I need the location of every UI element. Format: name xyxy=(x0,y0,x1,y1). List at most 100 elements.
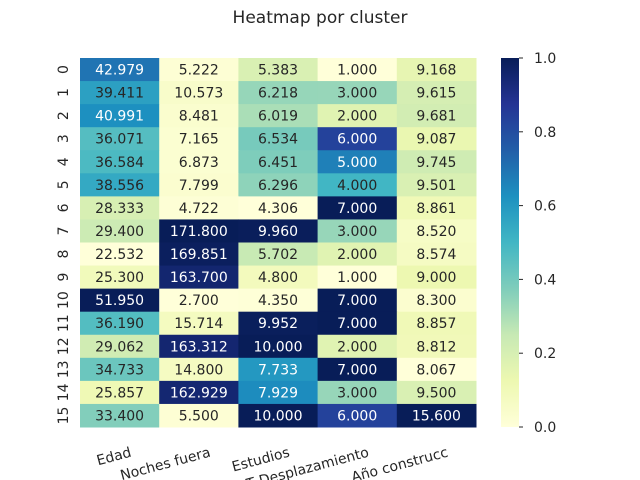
cell-value-label: 6.451 xyxy=(258,155,298,171)
heatmap-cell xyxy=(80,173,160,197)
cell-value-label: 8.574 xyxy=(416,247,456,263)
heatmap-cell xyxy=(80,265,160,290)
cell-value-label: 6.534 xyxy=(258,132,298,148)
heatmap-cell xyxy=(317,334,398,359)
row-tick-label: 3 xyxy=(56,134,72,143)
cell-value-label: 36.071 xyxy=(95,132,144,148)
heatmap-cell xyxy=(159,173,239,197)
cell-value-label: 9.615 xyxy=(416,86,456,102)
cell-value-label: 9.087 xyxy=(416,132,456,148)
cell-value-label: 1.000 xyxy=(337,63,377,79)
heatmap-cell xyxy=(159,196,239,220)
column-tick-label: Noches fuera xyxy=(119,445,213,480)
heatmap-cell xyxy=(396,196,477,220)
cell-value-label: 171.800 xyxy=(170,224,228,240)
row-tick-label: 0 xyxy=(56,65,72,74)
cell-value-label: 34.733 xyxy=(95,362,144,378)
cell-value-label: 15.600 xyxy=(412,408,461,424)
heatmap-cell xyxy=(317,150,398,174)
heatmap-cell xyxy=(396,242,477,267)
heatmap-cell xyxy=(80,58,160,82)
cell-value-label: 2.000 xyxy=(337,247,377,263)
cell-value-label: 10.000 xyxy=(254,339,303,355)
heatmap-cell xyxy=(317,265,398,290)
row-tick-label: 7 xyxy=(56,227,72,236)
heatmap-cell xyxy=(80,127,160,151)
cell-value-label: 9.500 xyxy=(416,385,456,401)
heatmap-cell xyxy=(317,242,398,267)
cell-value-label: 7.000 xyxy=(337,293,377,309)
heatmap-cell xyxy=(317,173,398,197)
cell-value-label: 163.700 xyxy=(170,270,228,286)
colorbar-gradient xyxy=(501,58,519,427)
heatmap-cell xyxy=(317,288,398,313)
cell-value-label: 5.000 xyxy=(337,155,377,171)
heatmap-cell xyxy=(238,265,319,290)
cell-value-label: 7.000 xyxy=(337,362,377,378)
heatmap-cell xyxy=(396,288,477,313)
cell-value-label: 9.501 xyxy=(416,178,456,194)
colorbar-tick-label: 0.6 xyxy=(534,199,556,215)
cell-value-label: 4.722 xyxy=(179,201,219,217)
heatmap-cell xyxy=(238,288,319,313)
cell-value-label: 25.857 xyxy=(95,385,144,401)
heatmap-cells xyxy=(80,58,477,428)
heatmap-cell xyxy=(80,196,160,220)
cell-value-label: 14.800 xyxy=(174,362,223,378)
cell-value-label: 1.000 xyxy=(337,270,377,286)
cell-value-label: 22.532 xyxy=(95,247,144,263)
cell-value-label: 38.556 xyxy=(95,178,144,194)
row-tick-label: 2 xyxy=(56,111,72,120)
heatmap-cell xyxy=(159,104,239,128)
cell-value-label: 29.400 xyxy=(95,224,144,240)
row-tick-label: 10 xyxy=(56,291,72,309)
heatmap-cell xyxy=(317,311,398,336)
heatmap-cell xyxy=(317,357,398,382)
heatmap-cell xyxy=(159,81,239,105)
heatmap-cell xyxy=(317,81,398,105)
heatmap-cell xyxy=(80,311,160,336)
cell-value-label: 7.799 xyxy=(179,178,219,194)
row-tick-label: 13 xyxy=(56,360,72,378)
cell-value-label: 6.000 xyxy=(337,408,377,424)
cell-value-label: 2.000 xyxy=(337,339,377,355)
cell-value-label: 5.500 xyxy=(179,408,219,424)
cell-value-label: 7.929 xyxy=(258,385,298,401)
cell-value-label: 10.000 xyxy=(254,408,303,424)
heatmap-cell xyxy=(80,104,160,128)
cell-value-label: 15.714 xyxy=(174,316,223,332)
row-tick-label: 5 xyxy=(56,180,72,189)
row-tick-label: 11 xyxy=(56,314,72,332)
cell-value-label: 36.190 xyxy=(95,316,144,332)
cell-value-label: 6.296 xyxy=(258,178,298,194)
heatmap-cell xyxy=(238,127,319,151)
heatmap-cell xyxy=(238,403,319,428)
colorbar-tick-label: 0.8 xyxy=(534,125,556,141)
heatmap-cell xyxy=(238,81,319,105)
heatmap-cell xyxy=(396,81,477,105)
cell-value-labels: 42.979 5.222 5.383 1.000 9.168 39.411 10.573 6.… xyxy=(95,63,461,425)
heatmap-cell xyxy=(396,58,477,82)
heatmap-cell xyxy=(238,380,319,405)
heatmap-cell xyxy=(80,403,160,428)
heatmap-cell xyxy=(159,127,239,151)
cell-value-label: 7.000 xyxy=(337,201,377,217)
colorbar-tick-label: 1.0 xyxy=(534,51,556,67)
heatmap-cell xyxy=(80,380,160,405)
heatmap-cell xyxy=(317,403,398,428)
cell-value-label: 162.929 xyxy=(170,385,228,401)
heatmap-cell xyxy=(159,288,239,313)
cell-value-label: 51.950 xyxy=(95,293,144,309)
cell-value-label: 8.300 xyxy=(416,293,456,309)
cell-value-label: 9.960 xyxy=(258,224,298,240)
cell-value-label: 8.067 xyxy=(416,362,456,378)
heatmap-cell xyxy=(80,242,160,267)
cell-value-label: 10.573 xyxy=(174,86,223,102)
cell-value-label: 4.306 xyxy=(258,201,298,217)
heatmap-cell xyxy=(80,150,160,174)
row-tick-label: 6 xyxy=(56,203,72,212)
heatmap-cell xyxy=(80,81,160,105)
